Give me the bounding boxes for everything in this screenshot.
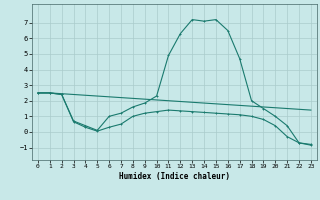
X-axis label: Humidex (Indice chaleur): Humidex (Indice chaleur) xyxy=(119,172,230,181)
